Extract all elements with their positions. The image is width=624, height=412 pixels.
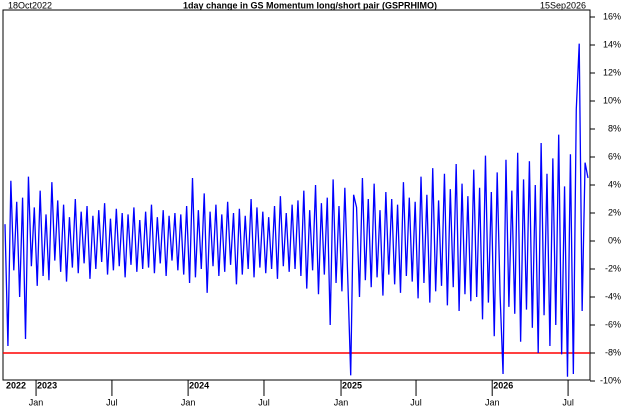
y-tick-label: -8% (605, 347, 621, 357)
x-tick-label: Jan (181, 397, 196, 407)
year-label: 2023 (37, 380, 57, 390)
x-tick-label: Jul (410, 397, 422, 407)
chart-title: 1day change in GS Momentum long/short pa… (183, 0, 437, 10)
y-tick-label: 12% (603, 67, 621, 77)
x-tick-label: Jan (485, 397, 500, 407)
year-label: 2026 (493, 380, 513, 390)
x-tick-label: Jul (562, 397, 574, 407)
y-tick-label: -6% (605, 319, 621, 329)
series-line (4, 43, 589, 377)
y-tick-label: 10% (603, 95, 621, 105)
y-tick-label: 4% (608, 179, 621, 189)
start-date-label: 18Oct2022 (8, 0, 52, 10)
x-tick-label: Jan (334, 397, 349, 407)
x-tick-label: Jul (258, 397, 270, 407)
year-label: 2024 (189, 380, 209, 390)
year-label: 2022 (6, 380, 26, 390)
y-tick-label: -4% (605, 291, 621, 301)
y-tick-label: -10% (600, 375, 621, 385)
x-tick-label: Jan (29, 397, 44, 407)
y-tick-label: -2% (605, 263, 621, 273)
y-tick-label: 6% (608, 151, 621, 161)
y-tick-label: 0% (608, 235, 621, 245)
plot-frame (2, 9, 591, 381)
end-date-label: 15Sep2026 (540, 0, 586, 10)
y-tick-label: 14% (603, 39, 621, 49)
x-tick-label: Jul (106, 397, 118, 407)
y-tick-label: 16% (603, 11, 621, 21)
year-label: 2025 (342, 380, 362, 390)
y-tick-label: 2% (608, 207, 621, 217)
y-tick-label: 8% (608, 123, 621, 133)
